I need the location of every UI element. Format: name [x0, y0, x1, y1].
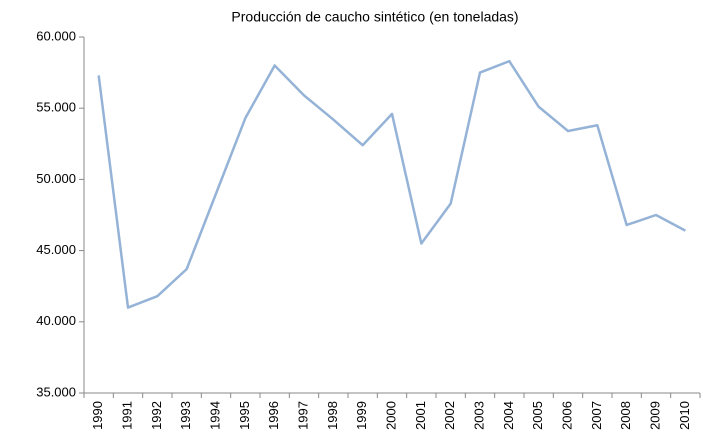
y-tick-label: 40.000 [36, 313, 76, 328]
x-tick-label: 1994 [207, 401, 222, 430]
x-tick-label: 1995 [237, 401, 252, 430]
x-tick-label: 2002 [442, 401, 457, 430]
y-tick-label: 35.000 [36, 384, 76, 399]
line [97, 59, 686, 309]
chart-title: Producción de caucho sintético (en tonel… [231, 9, 518, 25]
y-tick-label: 55.000 [36, 100, 76, 115]
x-tick-label: 1993 [178, 401, 193, 430]
y-tick-label: 60.000 [36, 28, 76, 43]
x-tick-label: 1996 [266, 401, 281, 430]
x-tick-label: 2006 [559, 401, 574, 430]
x-tick-label: 1991 [119, 401, 134, 430]
x-tick-label: 2008 [618, 401, 633, 430]
x-tick-label: 2001 [413, 401, 428, 430]
x-tick-label: 2005 [530, 401, 545, 430]
x-tick-label: 2004 [501, 401, 516, 430]
x-tick-label: 1998 [325, 401, 340, 430]
x-tick-label: 2009 [647, 401, 662, 430]
y-tick-label: 45.000 [36, 242, 76, 257]
x-tick-label: 1992 [149, 401, 164, 430]
x-tick-label: 1990 [90, 401, 105, 430]
x-tick-label: 1997 [295, 401, 310, 430]
x-tick-label: 2007 [589, 401, 604, 430]
x-tick-label: 2003 [471, 401, 486, 430]
y-tick-label: 50.000 [36, 171, 76, 186]
x-tick-label: 2000 [383, 401, 398, 430]
x-tick-label: 1999 [354, 401, 369, 430]
x-tick-label: 2010 [677, 401, 692, 430]
